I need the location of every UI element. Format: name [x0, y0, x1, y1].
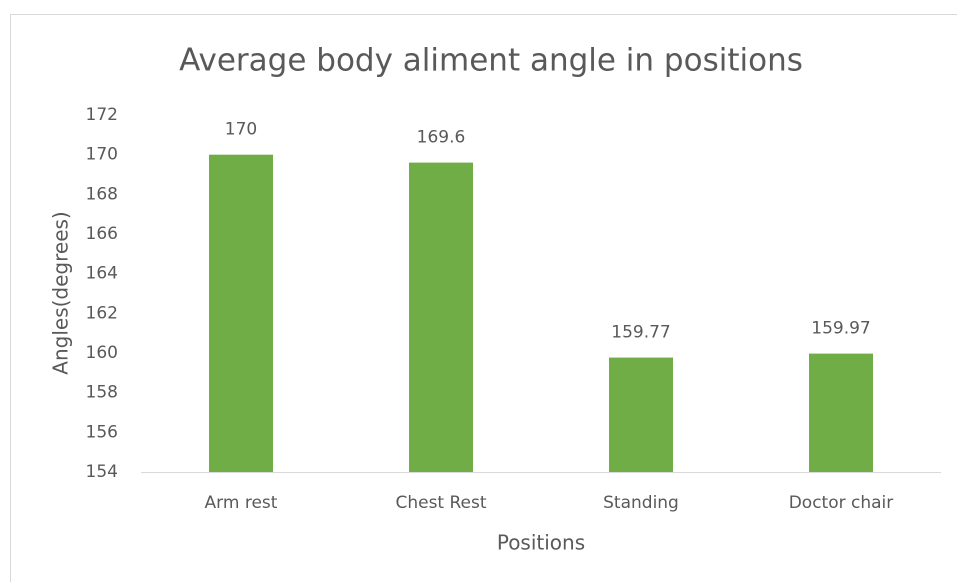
y-tick-label: 158 [86, 383, 118, 403]
data-label: 159.97 [811, 319, 870, 339]
x-tick-label: Chest Rest [395, 493, 486, 513]
data-label: 169.6 [417, 128, 466, 148]
y-tick-label: 166 [86, 224, 118, 244]
x-tick-label: Doctor chair [789, 493, 894, 513]
y-tick-label: 168 [86, 184, 118, 204]
chart-border [10, 14, 957, 582]
y-tick-label: 154 [86, 462, 118, 482]
data-label: 170 [225, 120, 257, 140]
x-axis-label: Positions [497, 531, 585, 555]
chart-title: Average body aliment angle in positions [179, 43, 803, 79]
x-tick-label: Standing [603, 493, 679, 513]
bar [809, 353, 873, 472]
y-tick-label: 162 [86, 303, 118, 323]
bar [609, 357, 673, 472]
data-label: 159.77 [611, 323, 670, 343]
y-tick-label: 156 [86, 422, 118, 442]
bar [409, 162, 473, 472]
x-tick-label: Arm rest [205, 493, 278, 513]
y-tick-label: 170 [86, 145, 118, 165]
y-tick-label: 172 [86, 105, 118, 125]
y-tick-label: 160 [86, 343, 118, 363]
bar [209, 154, 273, 472]
y-tick-label: 164 [86, 264, 118, 284]
y-axis-label: Angles(degrees) [49, 211, 73, 374]
